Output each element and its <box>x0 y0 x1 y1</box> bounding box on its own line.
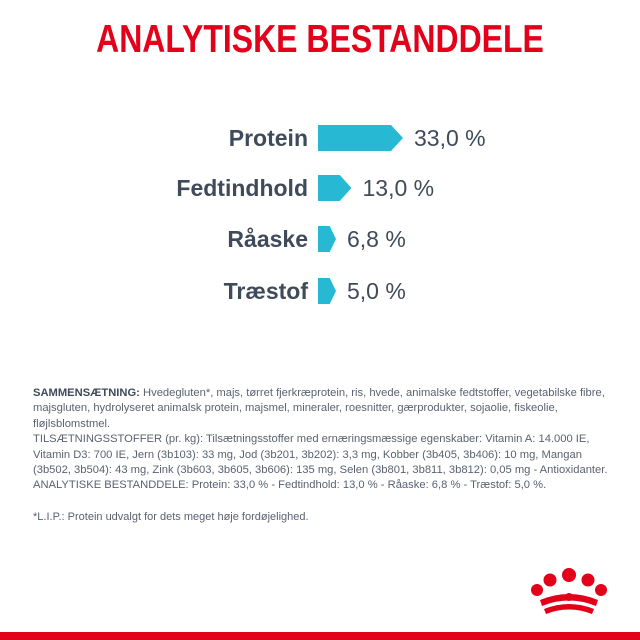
additives-text: TILSÆTNINGSSTOFFER (pr. kg): Tilsætnings… <box>33 433 608 477</box>
composition-block: SAMMENSÆTNING: Hvedegluten*, majs, tørre… <box>33 386 613 494</box>
composition-heading: SAMMENSÆTNING: <box>33 387 140 399</box>
nutrient-label: Råaske <box>227 226 308 252</box>
nutrient-row: Træstof 5,0 % <box>0 276 640 306</box>
composition-text: SAMMENSÆTNING: Hvedegluten*, majs, tørre… <box>33 386 613 432</box>
composition-body: Hvedegluten*, majs, tørret fjerkræprotei… <box>33 387 605 430</box>
footnote: *L.I.P.: Protein udvalgt for dets meget … <box>33 511 309 523</box>
nutrient-bar <box>318 125 403 151</box>
analytical-text: ANALYTISKE BESTANDDELE: Protein: 33,0 % … <box>33 479 547 492</box>
nutrient-bar <box>318 226 336 252</box>
nutrient-row: Fedtindhold 13,0 % <box>0 173 640 203</box>
nutrient-value: 6,8 % <box>347 226 406 252</box>
nutrient-value: 5,0 % <box>347 278 406 304</box>
nutrient-bar <box>318 175 352 201</box>
nutrient-row: Råaske 6,8 % <box>0 224 640 254</box>
royal-canin-crown-icon <box>531 568 607 614</box>
nutrient-row: Protein 33,0 % <box>0 123 640 153</box>
nutrient-label: Fedtindhold <box>176 175 308 201</box>
nutrient-value: 13,0 % <box>362 175 435 201</box>
bottom-band <box>0 632 640 640</box>
nutrient-label: Træstof <box>223 278 308 304</box>
nutrient-label: Protein <box>228 125 308 151</box>
page-title: ANALYTISKE BESTANDDELE <box>96 18 544 61</box>
nutrient-value: 33,0 % <box>414 125 486 151</box>
nutrient-bar <box>318 278 336 304</box>
